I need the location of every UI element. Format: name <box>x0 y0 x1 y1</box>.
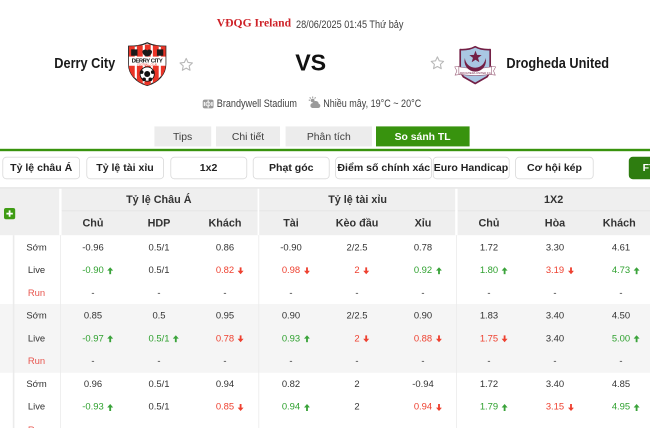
svg-text:DERRY CITY: DERRY CITY <box>132 59 163 65</box>
svg-text:DROGHEDA UNITED FC: DROGHEDA UNITED FC <box>460 71 491 75</box>
svg-text:1928: 1928 <box>144 81 152 85</box>
svg-text:FOOTBALL CLUB: FOOTBALL CLUB <box>137 64 157 67</box>
